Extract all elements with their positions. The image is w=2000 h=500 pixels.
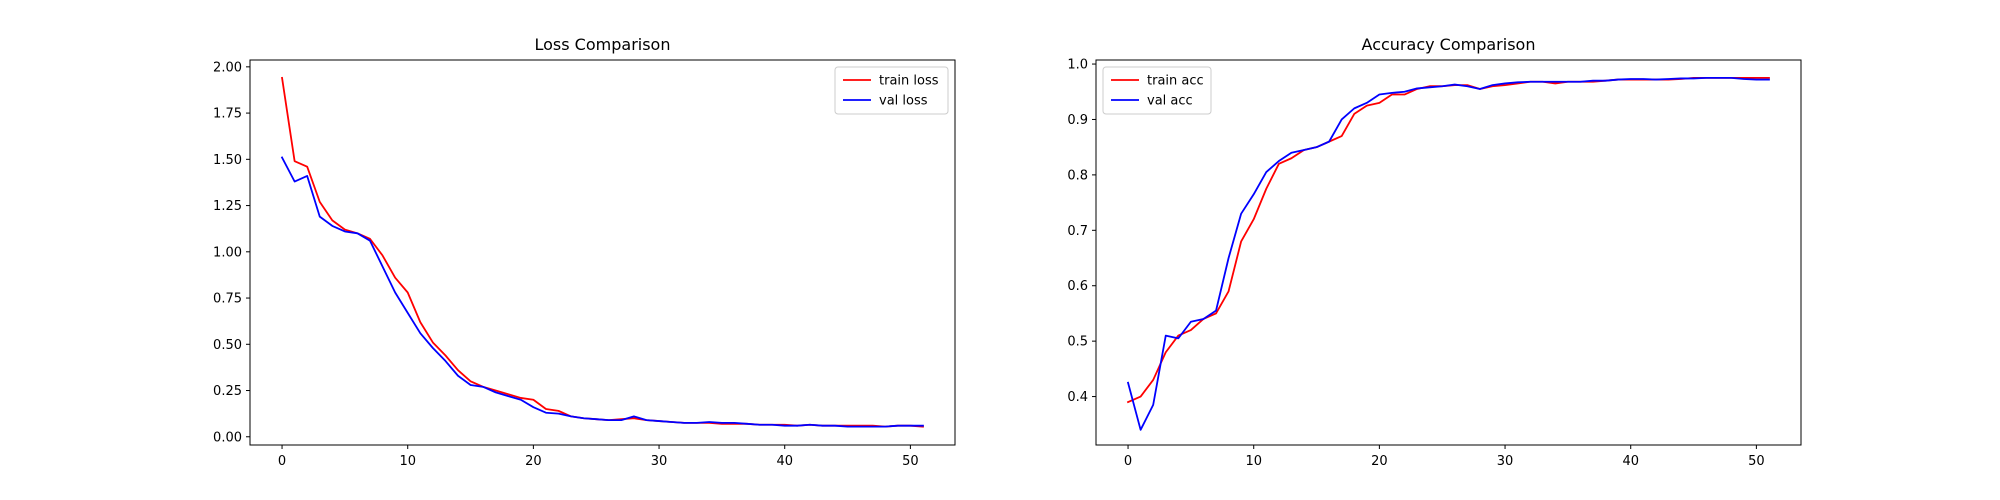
- chart-0-axes-frame: [249, 59, 956, 446]
- chart-1-legend-label: train acc: [1147, 74, 1204, 89]
- chart-0-y-tick-label: 1.00: [213, 245, 242, 260]
- chart-0-legend-box: [834, 66, 949, 115]
- chart-1-legend-label: val acc: [1147, 94, 1193, 109]
- chart-0-y-tick-label: 1.75: [213, 107, 242, 122]
- chart-0-x-tick-label: 10: [399, 454, 416, 469]
- chart-1-series-val-acc-line: [1126, 77, 1770, 431]
- chart-1-x-tick-label: 10: [1245, 454, 1262, 469]
- chart-1-y-tick-label: 0.5: [1067, 335, 1088, 350]
- chart-0-y-tick-label: 2.00: [213, 60, 242, 75]
- chart-1-axes-frame: [1095, 59, 1802, 446]
- chart-0-legend-label: val loss: [879, 94, 928, 109]
- chart-1-x-tick-label: 30: [1497, 454, 1514, 469]
- chart-0-legend: train loss val loss: [834, 66, 949, 115]
- chart-1-legend: train acc val acc: [1102, 66, 1212, 115]
- chart-1-x-tick-label: 0: [1124, 454, 1132, 469]
- chart-0-x-tick-label: 0: [278, 454, 286, 469]
- chart-1-title: Accuracy Comparison: [1362, 35, 1536, 54]
- chart-1-x-tick-label: 40: [1622, 454, 1639, 469]
- accuracy-chart: Accuracy Comparison 0 10 20 30 40 50 0.4 0.5 0.6 0…: [1067, 35, 1802, 469]
- chart-0-y-tick-label: 0.00: [213, 430, 242, 445]
- chart-0-x-tick-label: 40: [776, 454, 793, 469]
- loss-chart: Loss Comparison 0 10 20 30 40 50 0.00 0.25 0.50 0.…: [213, 35, 956, 469]
- chart-1-y-tick-label: 0.9: [1067, 113, 1088, 128]
- chart-1-y-tick-label: 0.6: [1067, 279, 1088, 294]
- chart-1-y-tick-label: 0.8: [1067, 168, 1088, 183]
- chart-1-y-tick-label: 1.0: [1067, 58, 1088, 73]
- chart-0-y-tick-label: 0.25: [213, 384, 242, 399]
- chart-0-x-tick-label: 30: [651, 454, 668, 469]
- chart-0-series-val-loss-line: [280, 156, 924, 428]
- chart-0-y-tick-label: 1.25: [213, 199, 242, 214]
- chart-0-y-tick-label: 1.50: [213, 153, 242, 168]
- chart-1-y-tick-label: 0.7: [1067, 224, 1088, 239]
- chart-0-x-tick-label: 50: [902, 454, 919, 469]
- chart-1-series-train-acc-line: [1126, 77, 1770, 404]
- chart-1-x-tick-label: 20: [1371, 454, 1388, 469]
- chart-1-x-tick-label: 50: [1748, 454, 1765, 469]
- chart-0-title: Loss Comparison: [535, 35, 671, 54]
- chart-0-legend-label: train loss: [879, 74, 939, 89]
- chart-1-legend-box: [1102, 66, 1212, 115]
- chart-1-y-tick-label: 0.4: [1067, 390, 1088, 405]
- chart-0-y-tick-label: 0.75: [213, 292, 242, 307]
- chart-0-series-train-loss-line: [281, 76, 924, 428]
- chart-0-x-tick-label: 20: [525, 454, 542, 469]
- chart-0-y-tick-label: 0.50: [213, 338, 242, 353]
